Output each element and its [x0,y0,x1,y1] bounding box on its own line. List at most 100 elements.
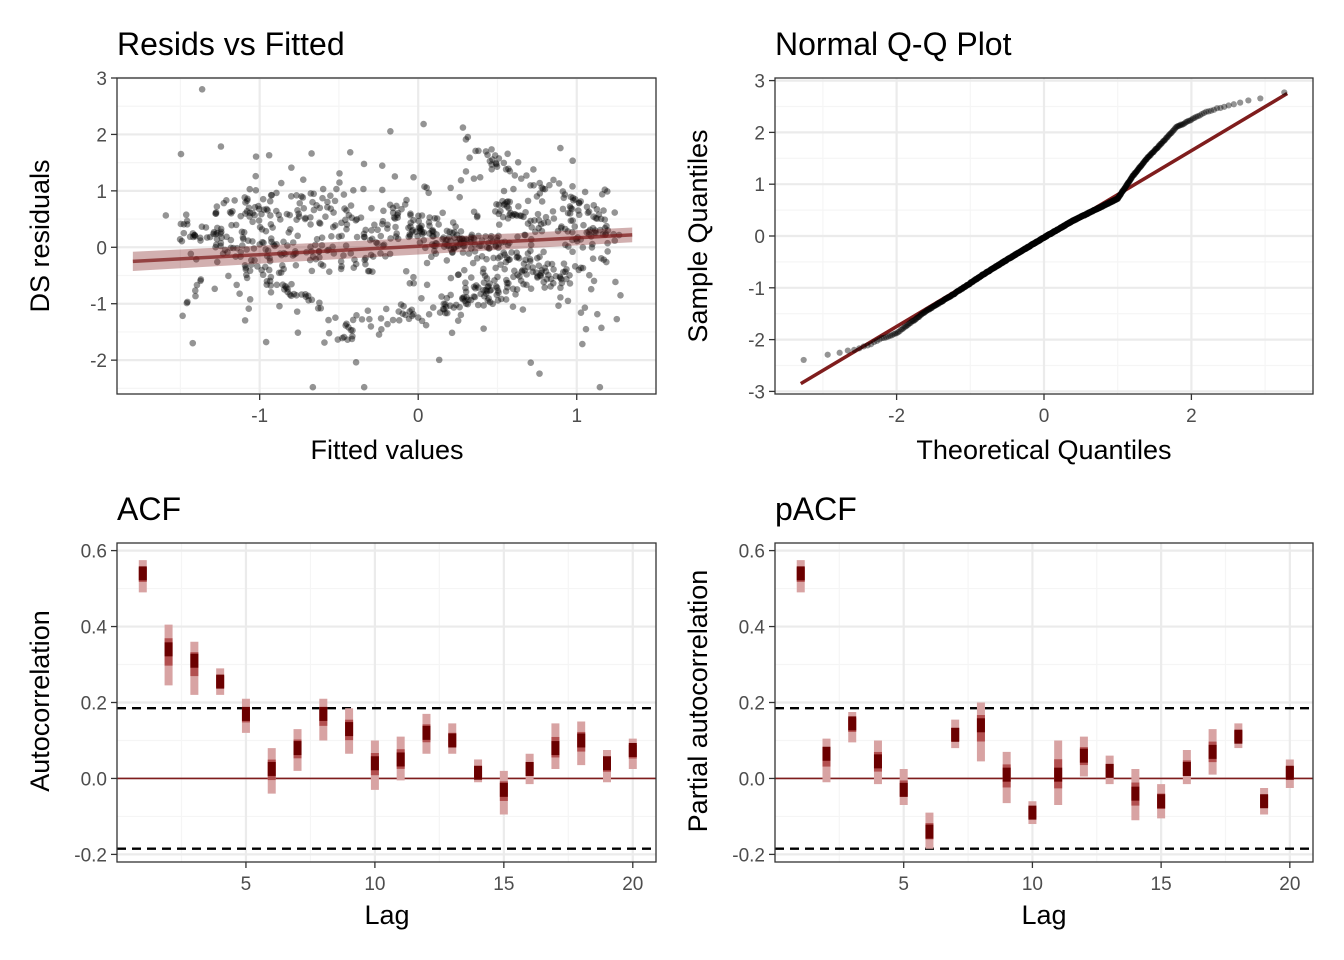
residual-point [319,262,327,269]
qq-point [939,298,946,305]
residual-point [567,193,575,201]
qq-point [1102,202,1109,209]
qq-point [1006,254,1013,261]
qq-point [1056,226,1063,233]
qq-point [1066,219,1073,227]
qq-point [1095,204,1102,211]
qq-point [1193,113,1200,120]
qq-point [1021,245,1028,252]
residual-point [249,209,256,217]
residual-point [406,279,414,287]
residual-point [544,218,552,226]
qq-point [1168,129,1175,136]
residual-point [262,246,269,253]
residual-point [589,224,597,232]
residual-point [186,233,194,241]
qq-point [1111,197,1118,204]
qq-point [883,334,890,341]
qq-point [991,264,999,271]
residual-point [594,310,601,318]
qq-point [912,316,919,323]
y-tick-label: 0.4 [81,618,108,639]
residual-point [318,242,326,249]
residual-point [462,236,470,243]
qq-point [952,290,959,297]
residual-point [510,185,517,193]
residual-point [210,230,217,238]
residual-point [513,286,521,293]
qq-point [1130,172,1137,179]
residual-point [462,284,469,292]
residual-point [495,210,503,218]
residual-point [288,164,295,171]
qq-point [1157,140,1165,147]
residual-point [556,273,564,280]
qq-point [1076,214,1083,221]
residual-point [266,277,274,285]
qq-point [1029,241,1036,248]
qq-point [927,304,934,312]
residual-point [347,326,355,334]
residual-point [260,239,267,247]
residual-point [501,200,509,208]
residual-point [212,210,220,217]
residual-point [374,240,381,247]
residual-point [579,340,586,348]
qq-point [916,312,924,319]
qq-point [1080,212,1088,219]
residual-point [530,166,537,173]
qq-point [1137,164,1144,171]
qq-point [939,298,946,305]
residual-point [407,219,415,226]
residual-point [477,290,484,298]
residual-point [382,305,390,313]
qq-point [1008,254,1015,261]
qq-point [997,260,1004,267]
qq-point [1119,188,1126,195]
qq-point [959,284,966,291]
qq-point [1034,238,1041,246]
qq-point [1016,249,1023,256]
qq-point [991,264,998,272]
residual-point [568,205,576,213]
residual-point [352,358,360,366]
qq-point [1025,243,1033,250]
residual-point [384,221,391,229]
qq-point [970,277,977,284]
qq-point [1000,258,1008,265]
residual-point [407,210,414,217]
qq-point [968,279,975,286]
residual-point [340,333,348,341]
qq-point [1041,234,1048,241]
qq-point [891,330,899,337]
qq-point [886,332,894,339]
qq-point [1005,255,1013,262]
x-tick-label: 1 [571,406,582,427]
qq-point [1013,250,1021,257]
residual-point [536,271,544,279]
qq-point [983,269,990,276]
residual-point [581,304,589,311]
residual-point [293,216,300,224]
qq-point [1141,158,1148,165]
qq-point [1052,228,1059,235]
residual-point [294,206,301,214]
qq-point [987,266,994,274]
qq-point [996,261,1003,269]
residual-point [544,260,552,268]
qq-point [999,259,1006,266]
residual-point [382,253,389,260]
qq-point [1022,245,1030,252]
x-tick-label: 15 [493,874,514,895]
qq-point [1138,162,1145,169]
residual-point [293,308,301,315]
qq-point [1076,214,1084,221]
residual-point [394,214,401,221]
qq-point [999,260,1006,267]
qq-point [918,311,925,318]
residual-point [613,315,621,323]
residual-point [415,212,422,220]
residual-point [577,309,585,316]
